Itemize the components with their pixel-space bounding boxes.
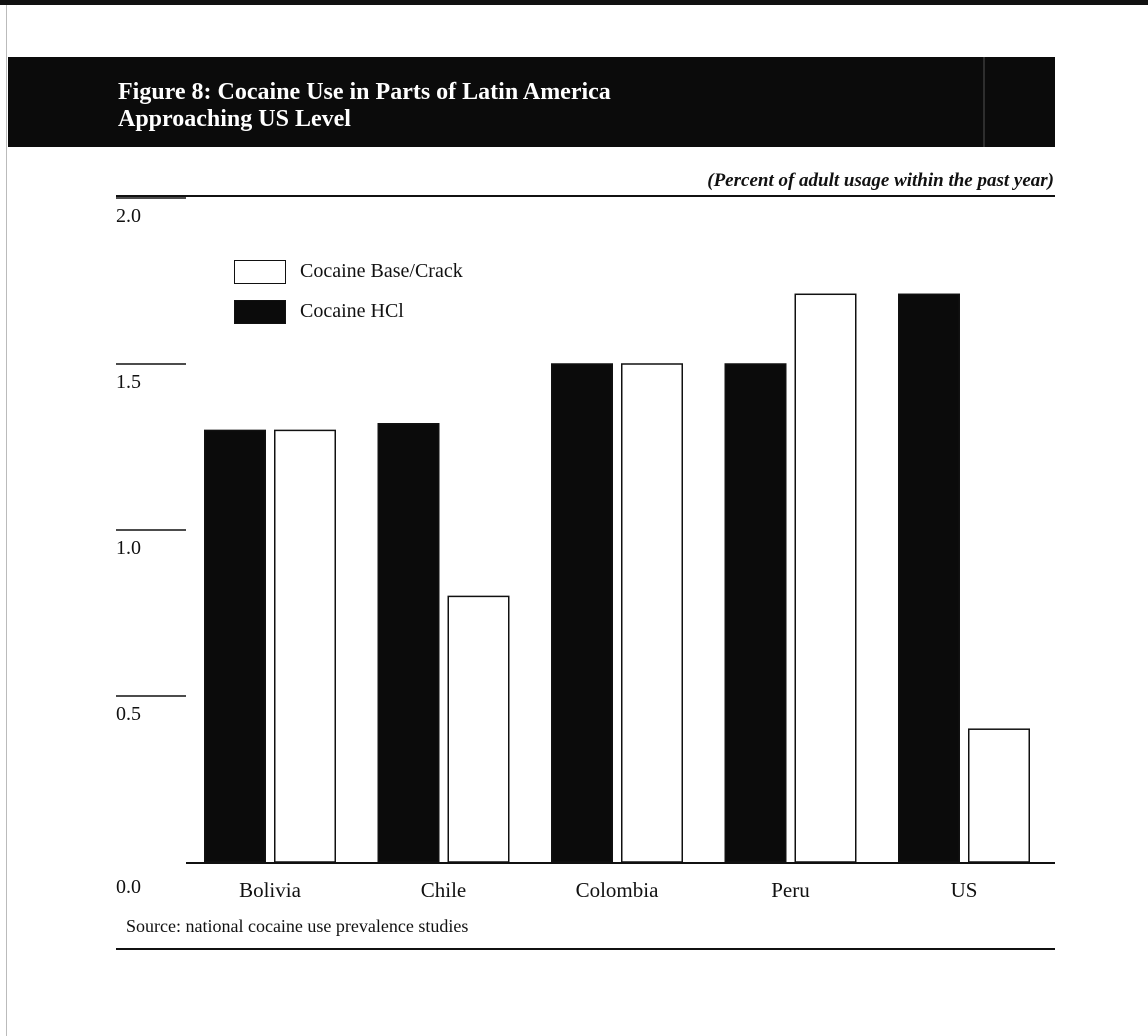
top-border — [0, 0, 1148, 5]
left-border — [6, 5, 7, 1036]
bottom-rule — [116, 948, 1055, 950]
chart-subtitle: (Percent of adult usage within the past … — [707, 170, 1054, 191]
legend-item-base-crack: Cocaine Base/Crack — [234, 258, 463, 285]
chart-legend: Cocaine Base/Crack Cocaine HCl — [234, 258, 463, 338]
bar-peru-cocaine-base-crack — [794, 293, 857, 863]
source-note: Source: national cocaine use prevalence … — [126, 916, 469, 936]
x-tick-label-peru: Peru — [771, 878, 810, 902]
bar-chile-cocaine-base-crack — [447, 595, 510, 863]
chart-title: Figure 8: Cocaine Use in Parts of Latin … — [118, 79, 611, 133]
subtitle-rule — [116, 195, 1055, 197]
bar-bolivia-cocaine-hcl — [204, 429, 266, 863]
bar-us-cocaine-hcl — [898, 293, 960, 863]
chart-title-line-2: Approaching US Level — [118, 106, 351, 132]
bar-colombia-cocaine-base-crack — [621, 363, 683, 863]
bar-us-cocaine-base-crack — [968, 728, 1030, 863]
bar-bolivia-cocaine-base-crack — [274, 429, 336, 863]
title-band: Figure 8: Cocaine Use in Parts of Latin … — [8, 57, 1055, 147]
bar-peru-cocaine-hcl — [724, 363, 787, 863]
legend-label-base-crack: Cocaine Base/Crack — [300, 260, 463, 282]
legend-item-hcl: Cocaine HCl — [234, 298, 463, 325]
y-tick-label-1: 0.5 — [116, 703, 141, 725]
y-tick-label-3: 1.5 — [116, 371, 141, 393]
y-tick-label-4: 2.0 — [116, 205, 141, 227]
chart-title-line-1: Figure 8: Cocaine Use in Parts of Latin … — [118, 79, 611, 105]
x-tick-label-bolivia: Bolivia — [239, 878, 302, 902]
legend-label-hcl: Cocaine HCl — [300, 300, 404, 322]
bar-colombia-cocaine-hcl — [551, 363, 613, 863]
bar-chile-cocaine-hcl — [377, 423, 440, 863]
y-tick-label-2: 1.0 — [116, 537, 141, 559]
title-band-divider — [983, 57, 985, 147]
x-tick-label-us: US — [951, 878, 978, 902]
x-tick-label-colombia: Colombia — [576, 878, 660, 902]
x-tick-label-chile: Chile — [421, 878, 467, 902]
legend-swatch-hcl — [234, 299, 286, 324]
legend-swatch-base-crack — [234, 259, 286, 284]
y-tick-label-0: 0.0 — [116, 876, 141, 898]
